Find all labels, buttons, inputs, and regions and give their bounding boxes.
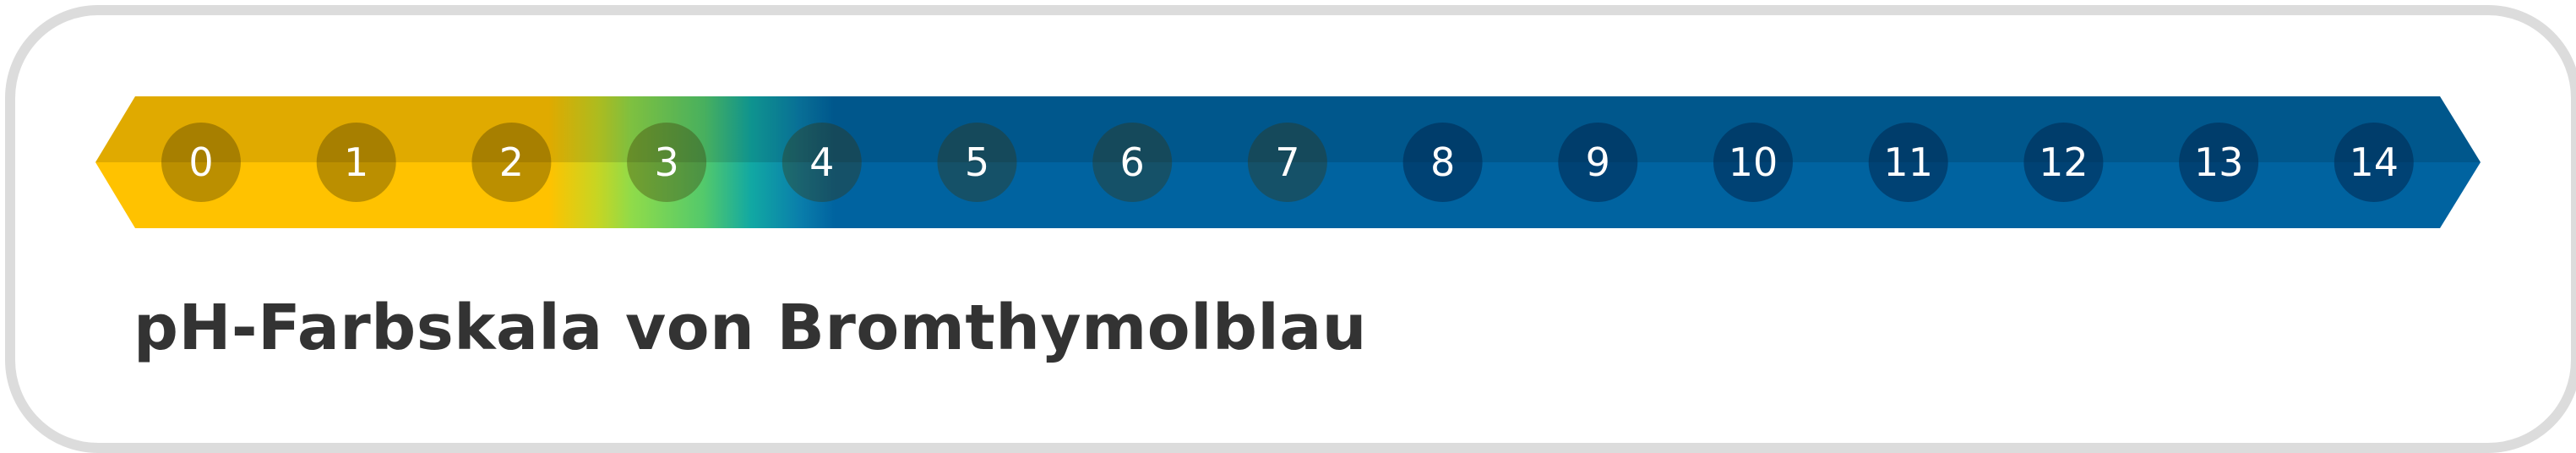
scale-band	[95, 96, 2481, 228]
ph-value-6: 6	[1120, 139, 1145, 185]
ph-marker-9	[1558, 123, 1638, 202]
ph-value-8: 8	[1430, 139, 1455, 185]
ph-value-5: 5	[965, 139, 989, 185]
ph-marker-0	[161, 123, 241, 202]
ph-marker-4	[782, 123, 862, 202]
ph-marker-12	[2023, 123, 2104, 202]
ph-value-9: 9	[1586, 139, 1610, 185]
ph-marker-13	[2179, 123, 2259, 202]
ph-value-14: 14	[2350, 139, 2399, 185]
ph-marker-11	[1868, 123, 1948, 202]
ph-marker-10	[1713, 123, 1793, 202]
ph-value-3: 3	[654, 139, 678, 185]
ph-value-2: 2	[499, 139, 524, 185]
ph-value-0: 0	[188, 139, 213, 185]
ph-marker-8	[1402, 123, 1483, 202]
ph-value-1: 1	[344, 139, 368, 185]
ph-value-11: 11	[1883, 139, 1933, 185]
ph-value-12: 12	[2039, 139, 2089, 185]
ph-marker-6	[1092, 123, 1173, 202]
ph-marker-2	[471, 123, 552, 202]
ph-value-13: 13	[2194, 139, 2244, 185]
ph-value-10: 10	[1729, 139, 1778, 185]
ph-value-4: 4	[809, 139, 834, 185]
ph-marker-7	[1247, 123, 1327, 202]
ph-marker-14	[2334, 123, 2414, 202]
ph-marker-5	[937, 123, 1017, 202]
ph-value-7: 7	[1275, 139, 1299, 185]
ph-marker-3	[627, 123, 707, 202]
ph-marker-1	[316, 123, 396, 202]
scale-title: pH-Farbskala von Bromthymolblau	[133, 292, 1367, 364]
